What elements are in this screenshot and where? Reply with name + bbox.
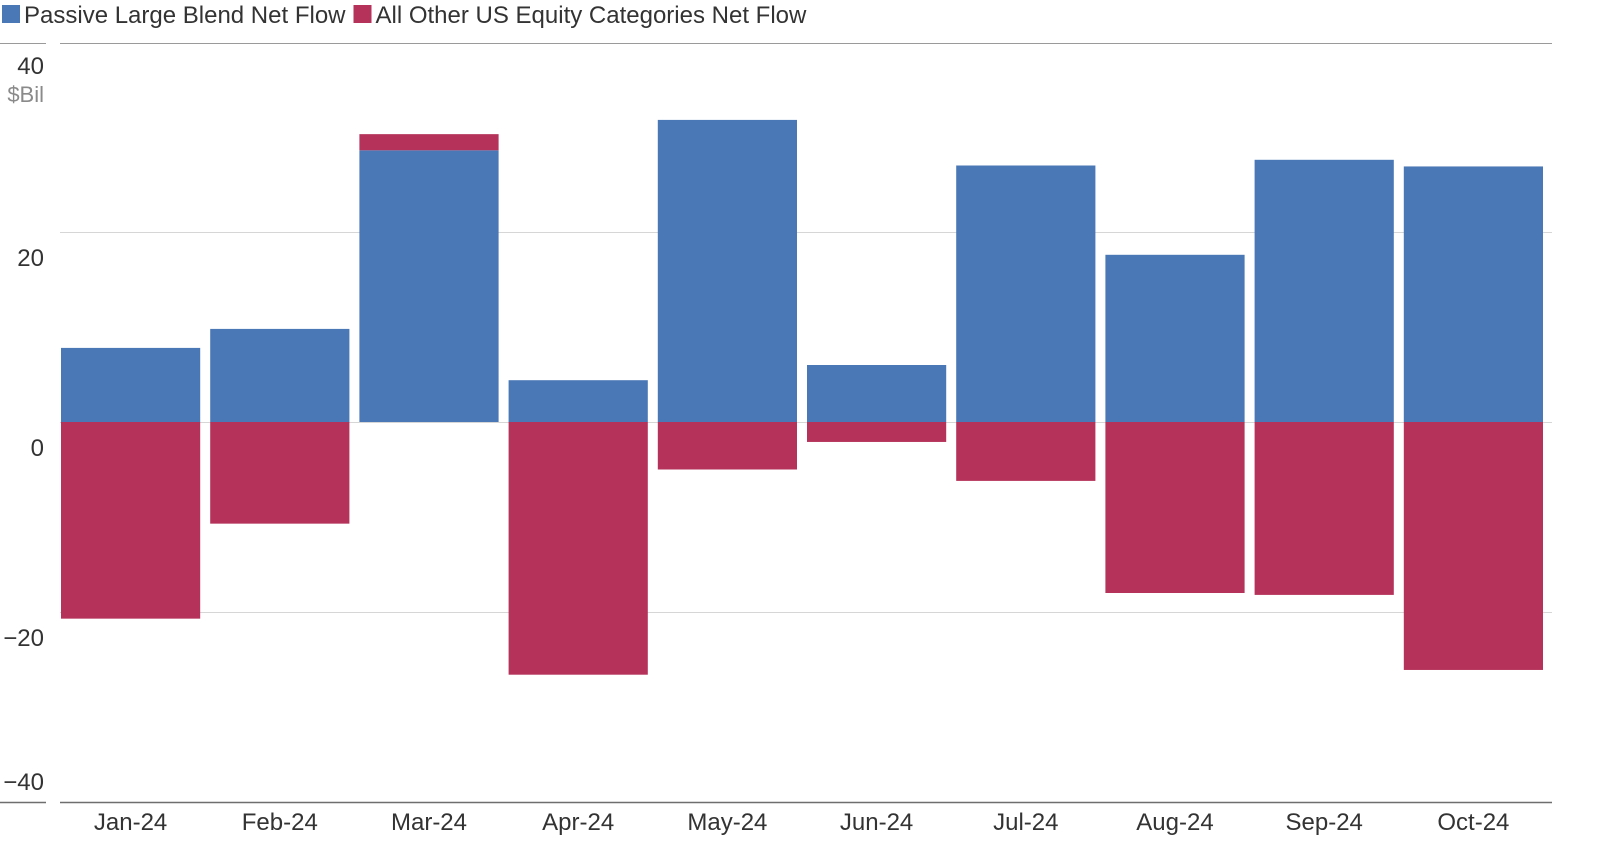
x-tick-label-1: Feb-24	[242, 809, 318, 836]
bar-1-jun-24	[807, 422, 947, 442]
bar-0-oct-24	[1403, 166, 1543, 422]
y-tick-label-2: 0	[31, 435, 44, 462]
bar-1-sep-24	[1254, 422, 1394, 595]
bar-1-aug-24	[1105, 422, 1245, 593]
bar-0-jul-24	[956, 165, 1096, 422]
y-tick-label-3: −20	[3, 625, 44, 652]
bar-0-sep-24	[1254, 159, 1394, 423]
legend-label-1: All Other US Equity Categories Net Flow	[376, 2, 807, 29]
bar-0-aug-24	[1105, 254, 1245, 422]
x-tick-label-0: Jan-24	[94, 809, 167, 836]
y-tick-label-1: 20	[17, 245, 44, 272]
bar-0-jan-24	[61, 347, 201, 422]
x-tick-label-7: Aug-24	[1136, 809, 1213, 836]
bar-1-feb-24	[210, 422, 350, 524]
legend: Passive Large Blend Net Flow All Other US…	[2, 2, 807, 29]
bars	[61, 119, 1543, 675]
x-axis: Jan-24 Feb-24 Mar-24 Apr-24 May-24 Jun-24 Jul-…	[0, 801, 1552, 836]
y-tick-label-4: −40	[3, 769, 44, 796]
bar-1-may-24	[657, 422, 797, 470]
bar-1-jan-24	[61, 422, 201, 619]
bar-0-feb-24	[210, 328, 350, 422]
x-tick-label-8: Sep-24	[1286, 809, 1363, 836]
x-tick-label-2: Mar-24	[391, 809, 467, 836]
bar-0-may-24	[657, 119, 797, 423]
bar-1-apr-24	[508, 422, 648, 675]
bar-1-mar-24	[359, 134, 499, 151]
bar-0-mar-24	[359, 150, 499, 423]
y-axis: 40 20 0 −20 −40 $Bil	[3, 53, 44, 796]
x-tick-label-5: Jun-24	[840, 809, 913, 836]
x-tick-label-4: May-24	[687, 809, 767, 836]
x-tick-label-3: Apr-24	[542, 809, 614, 836]
x-tick-label-9: Oct-24	[1437, 809, 1509, 836]
bar-0-apr-24	[508, 380, 648, 422]
bar-1-jul-24	[956, 422, 1096, 481]
bar-0-jun-24	[807, 365, 947, 422]
y-unit-label: $Bil	[7, 82, 44, 107]
bar-1-oct-24	[1403, 422, 1543, 670]
legend-swatch-0	[2, 5, 20, 23]
legend-label-0: Passive Large Blend Net Flow	[24, 2, 346, 29]
x-tick-label-6: Jul-24	[993, 809, 1058, 836]
y-tick-label-0: 40	[17, 53, 44, 80]
legend-swatch-1	[353, 5, 372, 23]
